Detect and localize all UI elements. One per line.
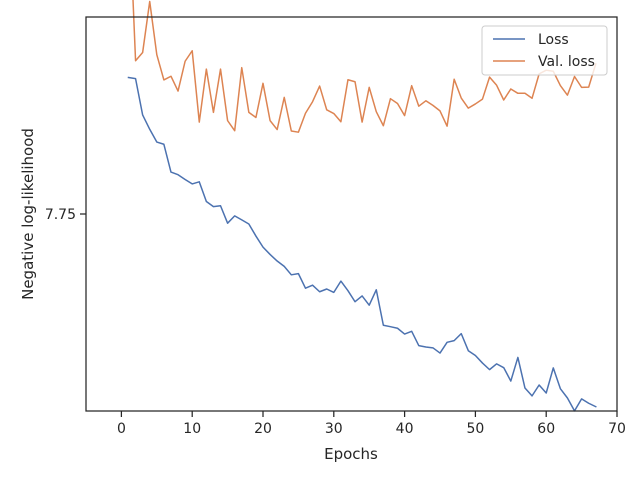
plot-frame [85, 16, 618, 412]
series-line-loss [127, 76, 597, 412]
x-tick-label: 0 [117, 421, 126, 437]
y-axis-ticks: 7.75 [45, 207, 86, 223]
x-tick-label: 70 [608, 421, 626, 437]
x-tick-label: 60 [537, 421, 555, 437]
series-line-val-loss [132, 0, 597, 133]
legend-label-loss: Loss [538, 32, 569, 48]
plot-marks [127, 0, 597, 412]
x-tick-label: 20 [254, 421, 272, 437]
legend-label-val-loss: Val. loss [538, 54, 595, 70]
y-tick-label: 7.75 [45, 207, 76, 223]
x-tick-label: 30 [325, 421, 343, 437]
x-axis-ticks: 0 10 20 30 40 50 60 70 [117, 411, 626, 437]
x-axis-label: Epochs [324, 445, 378, 463]
y-axis-label: Negative log-likelihood [19, 128, 37, 300]
x-tick-label: 40 [396, 421, 414, 437]
x-tick-label: 10 [183, 421, 201, 437]
x-tick-label: 50 [466, 421, 484, 437]
legend: Loss Val. loss [481, 25, 608, 76]
